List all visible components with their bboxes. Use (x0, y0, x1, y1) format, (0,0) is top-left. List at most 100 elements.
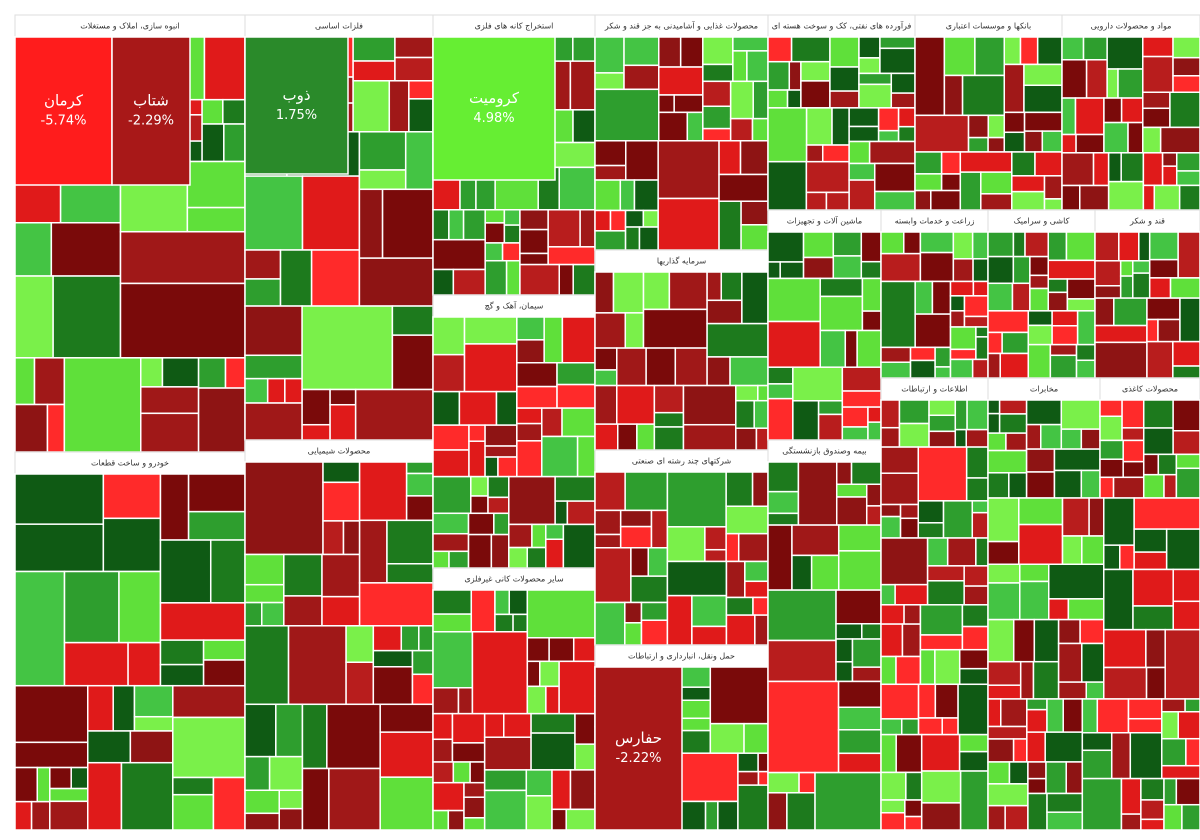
tile (543, 316, 564, 364)
tile (680, 686, 712, 701)
tile (867, 421, 882, 441)
tile (928, 414, 957, 433)
tile (322, 461, 361, 484)
tile (545, 685, 560, 715)
tile (899, 503, 920, 520)
tile (187, 510, 246, 541)
tile (975, 326, 989, 338)
tile (452, 761, 471, 784)
tile (159, 602, 246, 641)
tile (1025, 448, 1056, 473)
tile (463, 343, 518, 393)
tile (594, 271, 615, 314)
tile (503, 224, 521, 244)
tile (706, 271, 723, 302)
tile (680, 717, 712, 732)
tile (470, 475, 489, 497)
tile (14, 523, 105, 573)
tile (835, 496, 868, 526)
tile (880, 623, 904, 658)
tile (495, 390, 518, 426)
tile (1080, 428, 1101, 450)
stock-change: -2.22% (616, 751, 662, 766)
tile (987, 783, 1029, 807)
tile (630, 547, 649, 577)
tile (432, 424, 470, 451)
tile (358, 257, 434, 307)
tile (594, 312, 627, 349)
tile (616, 347, 647, 387)
sector-title: بانکها و موسسات اعتباری (946, 22, 1032, 31)
tile (930, 189, 962, 211)
tile (920, 802, 962, 831)
tile (880, 812, 906, 831)
tile (244, 583, 285, 604)
tile (702, 105, 732, 130)
tile (959, 151, 1013, 173)
tile (917, 446, 968, 502)
tile (358, 582, 434, 627)
tile (1157, 318, 1181, 343)
tile (737, 770, 760, 786)
tile (880, 503, 902, 518)
tile (14, 403, 49, 453)
tile (432, 390, 461, 426)
tile (1094, 324, 1148, 344)
tile (1081, 777, 1123, 831)
tile (880, 472, 920, 506)
tile (70, 766, 89, 790)
tile (963, 565, 989, 587)
tile (1129, 731, 1163, 780)
tile (497, 456, 518, 478)
tile (658, 94, 675, 114)
tile (1142, 36, 1174, 58)
tile (1004, 804, 1029, 831)
stock-change: -2.29% (128, 114, 174, 129)
tile (471, 631, 529, 715)
tile (284, 377, 303, 404)
tile (786, 792, 816, 831)
tile (735, 427, 758, 451)
tile (757, 384, 769, 402)
tile (552, 109, 574, 144)
tile (322, 481, 361, 522)
tile (658, 111, 689, 142)
tile (266, 377, 286, 404)
tile (186, 206, 246, 233)
tile (1127, 717, 1163, 734)
tile (467, 512, 495, 536)
tile (961, 604, 989, 628)
tile (1148, 258, 1179, 279)
tile (1024, 231, 1050, 258)
tile (805, 107, 833, 146)
tile (1172, 568, 1200, 603)
tile (751, 117, 769, 142)
tile (1094, 231, 1120, 262)
tile (1133, 551, 1168, 571)
tile (1053, 469, 1083, 499)
tile (358, 188, 384, 259)
tile (508, 546, 528, 569)
tile (858, 72, 893, 86)
tile (914, 189, 932, 211)
tile (526, 660, 541, 688)
tile (1065, 231, 1096, 262)
tile (879, 36, 916, 50)
tile (980, 171, 1013, 195)
tile (1027, 343, 1052, 379)
tile (1153, 184, 1181, 211)
tile (682, 423, 737, 451)
tile (386, 563, 434, 584)
tile (1046, 792, 1084, 813)
tile (516, 316, 545, 341)
tile (551, 808, 567, 831)
tile (1080, 469, 1101, 499)
tile (494, 613, 514, 633)
tile (998, 399, 1028, 415)
tile (1175, 170, 1200, 187)
tile (1011, 282, 1031, 312)
tile (961, 625, 989, 651)
tile (244, 553, 285, 586)
tile (483, 769, 528, 792)
tile (941, 717, 959, 736)
